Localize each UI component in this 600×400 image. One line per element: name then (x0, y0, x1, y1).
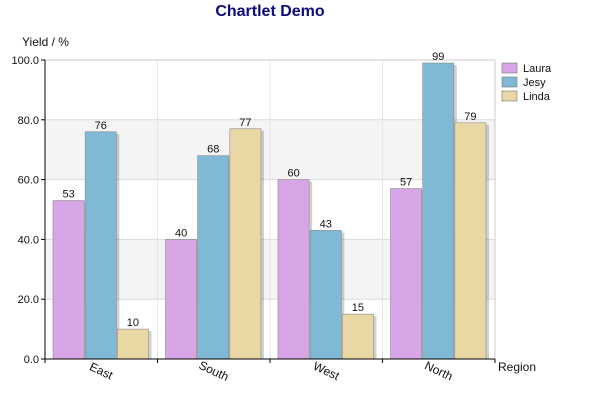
x-tick-label-north: North (422, 358, 455, 383)
data-label-linda-west: 15 (352, 302, 364, 314)
y-tick-label: 100.0 (11, 55, 39, 67)
data-labels: 53 76 10 40 68 77 60 43 15 57 99 79 (62, 51, 476, 329)
bar-jesy-west (309, 230, 342, 360)
x-axis-ticks: East South West North (44, 358, 496, 384)
y-tick-label: 20.0 (18, 294, 39, 306)
y-axis-ticks: 0.0 20.0 40.0 60.0 80.0 100.0 (11, 55, 45, 366)
y-tick-label: 40.0 (18, 234, 39, 246)
data-label-laura-south: 40 (175, 227, 187, 239)
data-label-laura-north: 57 (400, 177, 412, 189)
bar-laura-west (277, 179, 310, 360)
legend-label-laura: Laura (523, 63, 552, 75)
bar-linda-east (117, 328, 149, 360)
data-label-laura-east: 53 (62, 189, 74, 201)
bar-jesy-north (422, 62, 455, 360)
legend-swatch-linda (501, 90, 518, 102)
bar-laura-east (52, 200, 85, 360)
x-tick-label-east: East (87, 360, 115, 383)
bar-linda-north (454, 122, 487, 360)
x-tick-label-west: West (311, 359, 342, 383)
data-label-jesy-south: 68 (207, 144, 219, 156)
bar-laura-north (390, 188, 422, 360)
legend-swatch-jesy (501, 76, 518, 88)
bar-linda-south (229, 128, 262, 360)
y-tick-label: 0.0 (24, 354, 39, 366)
bar-jesy-south (197, 155, 230, 360)
data-label-jesy-west: 43 (320, 218, 332, 230)
chart-title: Chartlet Demo (215, 3, 325, 20)
x-tick-label-south: South (197, 358, 231, 384)
legend: Laura Jesy Linda (501, 62, 552, 103)
data-label-jesy-east: 76 (95, 120, 107, 132)
bar-laura-south (165, 239, 197, 360)
bar-jesy-east (84, 131, 117, 360)
data-label-linda-north: 79 (464, 111, 476, 123)
data-label-linda-east: 10 (127, 317, 139, 329)
y-tick-label: 80.0 (18, 115, 39, 127)
bar-series (52, 62, 489, 360)
data-label-linda-south: 77 (239, 117, 251, 129)
data-label-jesy-north: 99 (432, 51, 444, 63)
data-label-laura-west: 60 (287, 168, 299, 180)
legend-label-linda: Linda (523, 91, 551, 103)
y-tick-label: 60.0 (18, 175, 39, 187)
x-axis-label: Region (498, 360, 536, 374)
y-axis-label: Yield / % (22, 35, 69, 49)
legend-label-jesy: Jesy (523, 77, 546, 89)
bar-linda-west (342, 313, 374, 360)
legend-swatch-laura (501, 62, 518, 74)
